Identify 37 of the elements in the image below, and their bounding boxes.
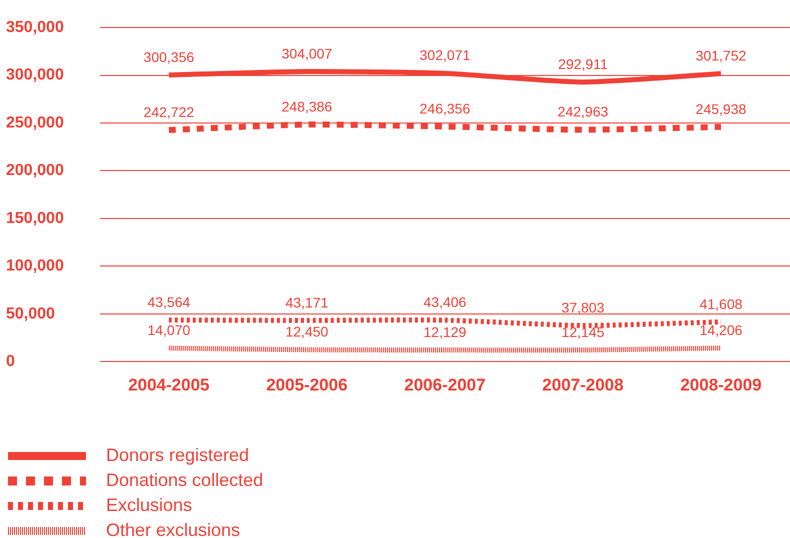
x-tick-label: 2004-2005 <box>128 375 210 394</box>
data-label: 246,356 <box>420 100 470 116</box>
y-tick-label: 100,000 <box>6 258 64 275</box>
data-label: 242,963 <box>558 104 608 120</box>
y-tick-label: 200,000 <box>6 162 64 180</box>
data-label: 43,406 <box>424 294 467 310</box>
data-label: 14,206 <box>700 322 743 338</box>
legend-label: Donations collected <box>106 470 264 490</box>
x-tick-label: 2005-2006 <box>266 375 348 394</box>
y-tick-label: 50,000 <box>6 305 56 322</box>
x-tick-label: 2008-2009 <box>680 375 762 394</box>
data-label: 41,608 <box>700 296 743 312</box>
y-tick-label: 350,000 <box>6 19 64 36</box>
x-tick-label: 2007-2008 <box>542 375 624 394</box>
data-label: 302,071 <box>420 47 470 64</box>
data-label: 242,722 <box>144 104 194 120</box>
data-label: 37,803 <box>562 299 605 316</box>
data-label: 43,564 <box>147 294 190 310</box>
data-label: 43,171 <box>285 294 329 310</box>
data-label: 301,752 <box>696 48 746 64</box>
data-label: 12,129 <box>424 324 467 340</box>
data-label: 245,938 <box>696 100 746 117</box>
data-label: 12,450 <box>285 324 329 340</box>
data-label: 304,007 <box>282 45 332 62</box>
y-tick-label: 250,000 <box>6 114 64 132</box>
legend-label: Donors registered <box>106 444 250 465</box>
y-tick-label: 150,000 <box>6 210 64 227</box>
data-label: 300,356 <box>144 48 194 65</box>
data-label: 292,911 <box>558 56 608 72</box>
data-label: 248,386 <box>282 98 332 114</box>
x-tick-label: 2006-2007 <box>404 375 486 394</box>
y-tick-label: 0 <box>6 353 15 370</box>
data-label: 14,070 <box>147 322 190 338</box>
data-label: 12,145 <box>562 324 605 340</box>
y-tick-label: 300,000 <box>6 66 64 84</box>
legend-label: Exclusions <box>106 494 192 515</box>
legend-label: Other exclusions <box>106 520 240 538</box>
